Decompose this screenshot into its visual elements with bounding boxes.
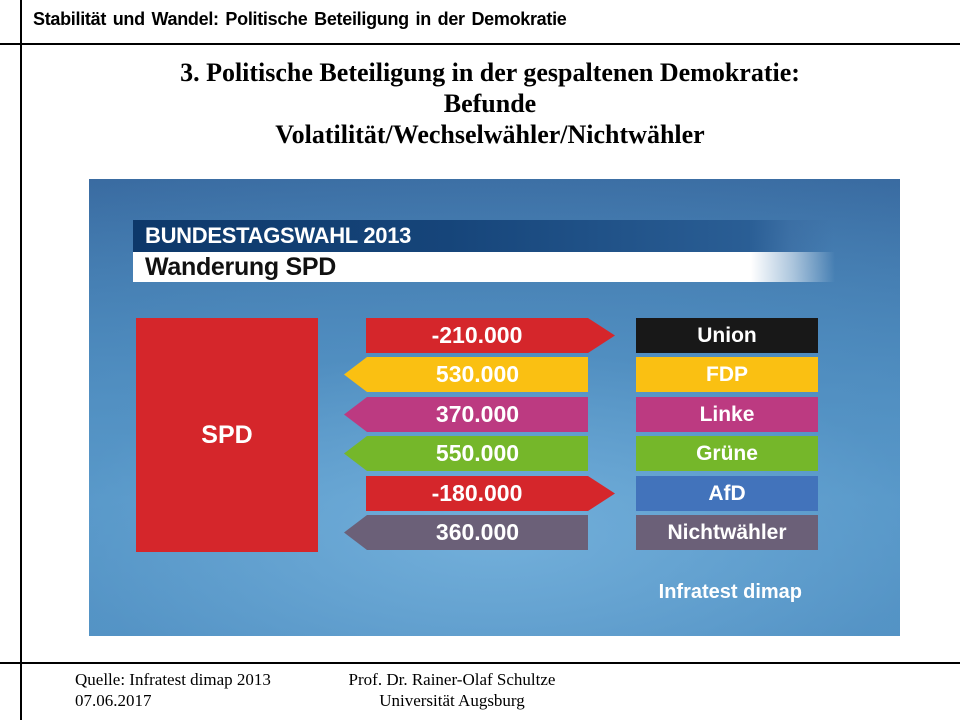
footer-source: Quelle: Infratest dimap 2013 07.06.2017 — [75, 669, 271, 711]
footer-author-name: Prof. Dr. Rainer-Olaf Schultze — [348, 670, 556, 689]
party-label: Linke — [699, 402, 755, 426]
left-border-line — [20, 0, 22, 720]
flow-value: -180.000 — [431, 480, 523, 506]
slide-title: 3. Politische Beteiligung in der gespalt… — [20, 57, 960, 150]
migration-row-union: -210.000 Union — [89, 318, 900, 353]
flow-value: -210.000 — [431, 322, 523, 348]
flow-value: 550.000 — [435, 440, 520, 466]
chart-credit: Infratest dimap — [658, 581, 802, 603]
migration-row-nichtwaehler: 360.000 Nichtwähler — [89, 515, 900, 550]
party-box-gruene: Grüne — [636, 436, 818, 471]
footer-divider-line — [0, 662, 960, 664]
party-box-union: Union — [636, 318, 818, 353]
migration-row-linke: 370.000 Linke — [89, 397, 900, 432]
page-header: Stabilität und Wandel: Politische Beteil… — [33, 9, 567, 29]
party-label: Union — [697, 323, 757, 347]
spd-party-box: SPD — [136, 318, 318, 552]
flow-arrow-left-icon: 360.000 — [344, 515, 588, 550]
flow-arrow-right-icon: -210.000 — [366, 318, 615, 353]
party-box-nichtwaehler: Nichtwähler — [636, 515, 818, 550]
migration-row-fdp: 530.000 FDP — [89, 357, 900, 392]
slide-title-line3: Volatilität/Wechselwähler/Nichtwähler — [275, 120, 705, 149]
footer-author-affiliation: Universität Augsburg — [379, 691, 525, 710]
migration-row-gruene: 550.000 Grüne — [89, 436, 900, 471]
voter-migration-chart: BUNDESTAGSWAHL 2013 Wanderung SPD SPD -2… — [89, 179, 900, 636]
footer-source-line1: Quelle: Infratest dimap 2013 — [75, 670, 271, 689]
party-label: AfD — [708, 481, 746, 505]
chart-banner-title-bar: BUNDESTAGSWAHL 2013 — [133, 220, 833, 252]
flow-value: 360.000 — [435, 519, 520, 545]
party-box-fdp: FDP — [636, 357, 818, 392]
party-label: FDP — [706, 362, 748, 386]
header-divider-line — [0, 43, 960, 45]
chart-banner-title: BUNDESTAGSWAHL 2013 — [145, 223, 412, 248]
party-box-afd: AfD — [636, 476, 818, 511]
party-box-linke: Linke — [636, 397, 818, 432]
flow-arrow-left-icon: 370.000 — [344, 397, 588, 432]
party-label: Nichtwähler — [667, 520, 787, 544]
flow-arrow-left-icon: 550.000 — [344, 436, 588, 471]
flow-value: 530.000 — [435, 361, 520, 387]
chart-banner-subtitle: Wanderung SPD — [145, 252, 337, 281]
footer-author: Prof. Dr. Rainer-Olaf Schultze Universit… — [332, 669, 572, 711]
spd-party-label: SPD — [201, 420, 253, 449]
party-label: Grüne — [696, 441, 758, 465]
chart-banner-subtitle-bar: Wanderung SPD — [133, 252, 835, 282]
slide-title-line1: 3. Politische Beteiligung in der gespalt… — [180, 58, 800, 87]
flow-arrow-right-icon: -180.000 — [366, 476, 615, 511]
flow-value: 370.000 — [435, 401, 520, 427]
flow-arrow-left-icon: 530.000 — [344, 357, 588, 392]
footer-source-date: 07.06.2017 — [75, 691, 152, 710]
migration-row-afd: -180.000 AfD — [89, 476, 900, 511]
slide-title-line2: Befunde — [443, 89, 537, 118]
